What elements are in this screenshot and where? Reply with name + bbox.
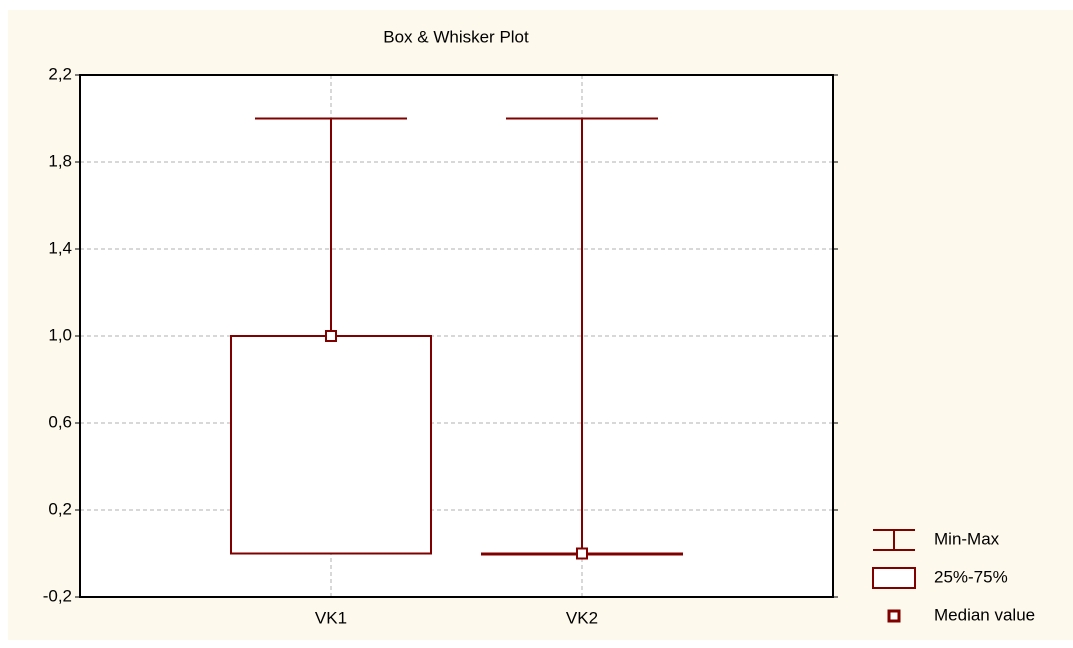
y-tick-label: 1,0 xyxy=(48,325,72,344)
legend-label: Median value xyxy=(934,605,1035,624)
y-tick-label: 0,6 xyxy=(48,412,72,431)
chart-title: Box & Whisker Plot xyxy=(383,27,529,46)
legend-label: Min-Max xyxy=(934,529,1000,548)
y-tick-label: 2,2 xyxy=(48,64,72,83)
legend-median xyxy=(887,609,901,623)
box xyxy=(230,335,432,555)
y-tick-label: 1,4 xyxy=(48,238,72,257)
x-tick-label: VK2 xyxy=(566,608,598,627)
x-tick-label: VK1 xyxy=(315,608,347,627)
plot-frame xyxy=(79,74,834,598)
median-marker xyxy=(325,330,337,342)
y-tick-label: 0,2 xyxy=(48,499,72,518)
plot-area xyxy=(80,75,833,597)
legend-box xyxy=(872,567,916,589)
y-tick-label: 1,8 xyxy=(48,151,72,170)
legend-label: 25%-75% xyxy=(934,567,1008,586)
median-marker xyxy=(576,547,588,560)
y-tick-label: -0,2 xyxy=(43,586,72,605)
